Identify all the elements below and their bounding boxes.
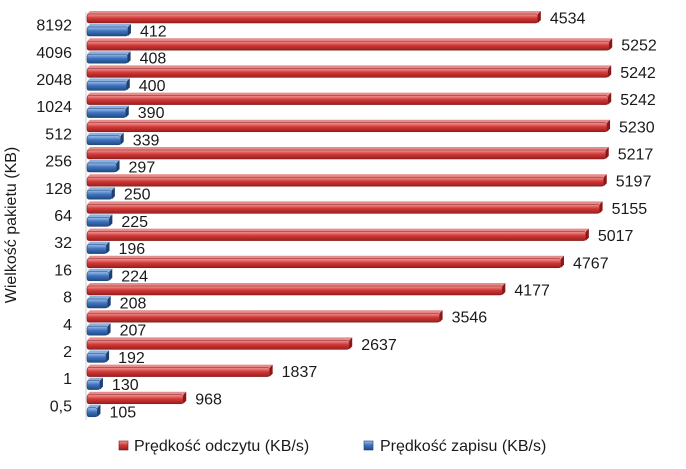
read-speed-bar xyxy=(86,174,607,187)
category-label: 512 xyxy=(45,126,72,143)
write-speed-bar xyxy=(86,187,115,200)
read-speed-label: 4767 xyxy=(573,255,609,272)
read-speed-bar xyxy=(86,310,443,323)
read-speed-label: 5155 xyxy=(612,201,648,218)
legend: Prędkość odczytu (KB/s) Prędkość zapisu … xyxy=(118,438,546,455)
legend-swatch-write xyxy=(363,440,374,451)
category-label: 2048 xyxy=(36,72,72,89)
write-speed-label: 196 xyxy=(118,241,145,258)
read-speed-label: 4177 xyxy=(514,283,550,300)
write-speed-label: 105 xyxy=(109,404,136,421)
write-speed-bar xyxy=(86,350,110,363)
write-speed-label: 408 xyxy=(140,51,167,68)
read-speed-bar xyxy=(86,38,613,51)
read-speed-bar xyxy=(86,119,611,133)
write-speed-label: 207 xyxy=(120,323,147,340)
read-speed-label: 4534 xyxy=(550,11,586,28)
write-speed-bar xyxy=(86,132,124,146)
category-label: 128 xyxy=(45,181,72,198)
read-speed-label: 5017 xyxy=(598,228,634,245)
category-label: 16 xyxy=(54,262,72,279)
write-speed-bar xyxy=(86,160,120,173)
category-label: 0,5 xyxy=(50,398,72,415)
write-speed-label: 412 xyxy=(140,24,167,41)
write-speed-label: 400 xyxy=(139,78,166,95)
read-speed-label: 5217 xyxy=(618,147,654,164)
write-speed-bar xyxy=(86,377,103,390)
legend-swatch-read xyxy=(118,440,129,451)
write-speed-label: 250 xyxy=(124,187,151,204)
read-speed-label: 5230 xyxy=(619,119,655,136)
read-speed-bar xyxy=(86,65,612,78)
read-speed-label: 5242 xyxy=(620,92,656,109)
write-speed-bar xyxy=(86,241,110,254)
write-speed-label: 297 xyxy=(129,160,156,177)
category-label: 256 xyxy=(45,154,72,171)
write-speed-label: 225 xyxy=(121,214,148,231)
write-speed-label: 390 xyxy=(138,105,165,122)
read-speed-label: 2637 xyxy=(361,337,397,354)
category-label: 8 xyxy=(63,290,72,307)
read-speed-bar xyxy=(86,255,565,269)
write-speed-label: 339 xyxy=(133,132,160,149)
write-speed-bar xyxy=(86,323,111,336)
read-speed-label: 5242 xyxy=(620,65,656,82)
write-speed-bar xyxy=(86,105,129,118)
read-speed-bar xyxy=(86,391,187,405)
read-speed-bar xyxy=(86,11,541,24)
category-label: 8192 xyxy=(36,18,72,35)
read-speed-bar xyxy=(86,228,589,241)
read-speed-label: 3546 xyxy=(452,310,488,327)
write-speed-label: 224 xyxy=(121,268,148,285)
read-speed-bar xyxy=(86,147,609,160)
read-speed-label: 5252 xyxy=(621,38,657,55)
category-label: 4 xyxy=(63,317,72,334)
read-speed-label: 968 xyxy=(195,391,222,408)
write-speed-bar xyxy=(86,214,113,227)
y-axis-title: Wielkość pakietu (KB) xyxy=(3,147,20,304)
write-speed-bar xyxy=(86,296,111,309)
category-label: 1024 xyxy=(36,99,72,116)
read-speed-label: 1837 xyxy=(282,364,318,381)
read-speed-bar xyxy=(86,337,353,350)
category-label: 2 xyxy=(63,344,72,361)
read-speed-bar xyxy=(86,201,603,214)
write-speed-bar xyxy=(86,268,113,282)
category-label: 64 xyxy=(54,208,72,225)
legend-label-read: Prędkość odczytu (KB/s) xyxy=(134,438,309,455)
category-label: 32 xyxy=(54,235,72,252)
category-label: 1 xyxy=(63,371,72,388)
read-speed-label: 5197 xyxy=(616,174,652,191)
write-speed-bar xyxy=(86,51,131,64)
read-speed-bar xyxy=(86,92,612,105)
write-speed-label: 192 xyxy=(118,350,145,367)
write-speed-label: 130 xyxy=(112,377,139,394)
write-speed-bar xyxy=(86,404,101,418)
legend-label-write: Prędkość zapisu (KB/s) xyxy=(380,438,546,455)
write-speed-bar xyxy=(86,78,130,91)
read-speed-bar xyxy=(86,364,273,377)
write-speed-bar xyxy=(86,24,131,37)
read-speed-bar xyxy=(86,283,506,296)
category-label: 4096 xyxy=(36,45,72,62)
write-speed-label: 208 xyxy=(120,296,147,313)
